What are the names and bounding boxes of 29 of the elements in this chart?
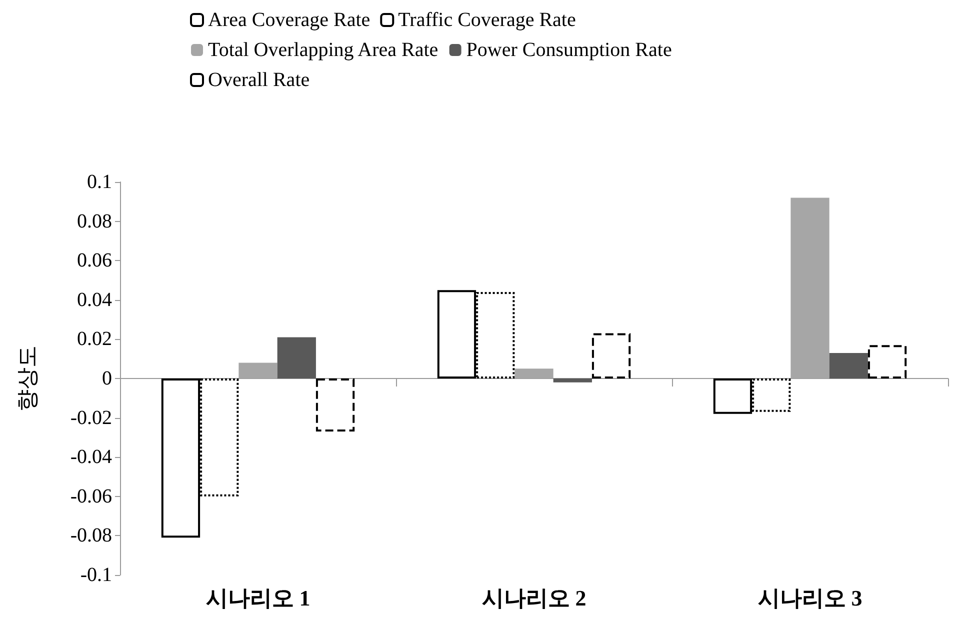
y-tick-label: 0.06 (77, 250, 112, 272)
bar (790, 198, 830, 378)
bar (514, 368, 554, 378)
legend-label: Area Coverage Rate (208, 9, 370, 31)
y-tick-label: -0.08 (70, 524, 112, 547)
legend-label: Overall Rate (208, 69, 310, 91)
y-tick-label: 0.08 (77, 210, 112, 232)
y-tick-label: -0.1 (80, 564, 112, 586)
y-tick-label: -0.06 (70, 485, 112, 508)
bar (316, 378, 355, 432)
x-tick-label: 시나리오 2 (482, 586, 586, 610)
x-tick-label: 시나리오 1 (206, 586, 310, 610)
y-tick-label: 0 (102, 368, 112, 390)
legend-label: Traffic Coverage Rate (398, 9, 576, 31)
legend-label: Power Consumption Rate (466, 39, 672, 61)
bar (277, 337, 316, 378)
bar (868, 345, 907, 378)
y-tick-label: -0.04 (70, 446, 112, 468)
bar (553, 378, 592, 382)
x-tick-label: 시나리오 3 (758, 586, 862, 610)
y-tick-label: 0.1 (87, 171, 112, 193)
bar (238, 362, 278, 378)
bar (592, 333, 631, 378)
bar (829, 352, 868, 378)
y-tick-label: 0.04 (77, 288, 112, 311)
y-tick-label: 0.02 (77, 328, 112, 350)
y-axis-title: 향상도 (14, 346, 40, 412)
legend-label: Total Overlapping Area Rate (208, 39, 438, 61)
y-tick-label: -0.02 (70, 406, 112, 429)
